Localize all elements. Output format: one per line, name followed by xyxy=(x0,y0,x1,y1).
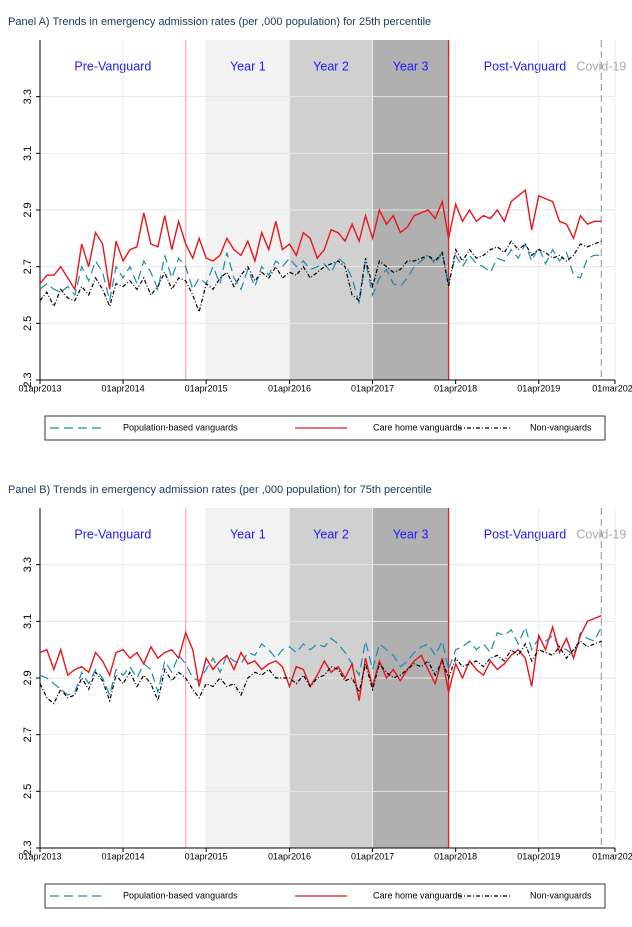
x-tick-label: 01apr2018 xyxy=(434,851,477,861)
x-tick-label: 01apr2017 xyxy=(351,851,394,861)
legend-box xyxy=(44,415,606,441)
series-line xyxy=(39,242,602,304)
period-label: Year 2 xyxy=(313,527,349,541)
series-line xyxy=(39,188,602,292)
legend-label: Non-vanguards xyxy=(530,890,592,900)
y-tick-label: 2.3 xyxy=(22,372,34,387)
x-tick-label: 01apr2016 xyxy=(268,851,311,861)
x-tick-label: 01apr2015 xyxy=(185,851,228,861)
x-tick-label: 01apr2014 xyxy=(102,383,145,393)
x-tick-label: 01mar2020 xyxy=(592,851,632,861)
x-tick-label: 01apr2013 xyxy=(18,851,61,861)
legend-label: Non-vanguards xyxy=(530,422,592,432)
y-tick-label: 3.1 xyxy=(22,146,34,161)
x-tick-label: 01apr2019 xyxy=(517,383,560,393)
y-tick-label: 2.9 xyxy=(22,202,34,217)
series-line xyxy=(39,615,602,701)
series-line xyxy=(39,240,602,315)
period-label: Year 1 xyxy=(230,59,266,73)
x-tick-label: 01apr2014 xyxy=(102,851,145,861)
y-tick-label: 3.1 xyxy=(22,614,34,629)
event-label: Covid-19 xyxy=(576,527,626,541)
x-tick-label: 01apr2019 xyxy=(517,851,560,861)
x-tick-label: 01apr2017 xyxy=(351,383,394,393)
x-tick-label: 01apr2013 xyxy=(18,383,61,393)
legend-label: Care home vanguards xyxy=(373,422,463,432)
y-tick-label: 2.3 xyxy=(22,840,34,855)
chart-title: Panel A) Trends in emergency admission r… xyxy=(8,16,431,28)
y-tick-label: 2.7 xyxy=(22,259,34,274)
period-label: Pre-Vanguard xyxy=(74,527,151,541)
legend-label: Population-based vanguards xyxy=(123,890,238,900)
y-tick-label: 2.7 xyxy=(22,727,34,742)
x-tick-label: 01apr2016 xyxy=(268,383,311,393)
x-tick-label: 01mar2020 xyxy=(592,383,632,393)
period-label: Year 3 xyxy=(393,59,429,73)
period-label: Year 1 xyxy=(230,527,266,541)
period-label: Year 2 xyxy=(313,59,349,73)
period-label: Year 3 xyxy=(393,527,429,541)
y-tick-label: 3.3 xyxy=(22,557,34,572)
y-tick-label: 2.5 xyxy=(22,316,34,331)
period-label: Post-Vanguard xyxy=(484,527,567,541)
legend-label: Care home vanguards xyxy=(373,890,463,900)
y-tick-label: 2.5 xyxy=(22,784,34,799)
y-tick-label: 3.3 xyxy=(22,89,34,104)
legend-label: Population-based vanguards xyxy=(123,422,238,432)
x-tick-label: 01apr2018 xyxy=(434,383,477,393)
x-tick-label: 01apr2015 xyxy=(185,383,228,393)
period-label: Post-Vanguard xyxy=(484,59,567,73)
event-label: Covid-19 xyxy=(576,59,626,73)
chart-title: Panel B) Trends in emergency admission r… xyxy=(8,484,432,496)
legend-box xyxy=(44,883,606,909)
series-line xyxy=(39,640,602,705)
series-line xyxy=(39,625,602,697)
period-label: Pre-Vanguard xyxy=(74,59,151,73)
y-tick-label: 2.9 xyxy=(22,670,34,685)
